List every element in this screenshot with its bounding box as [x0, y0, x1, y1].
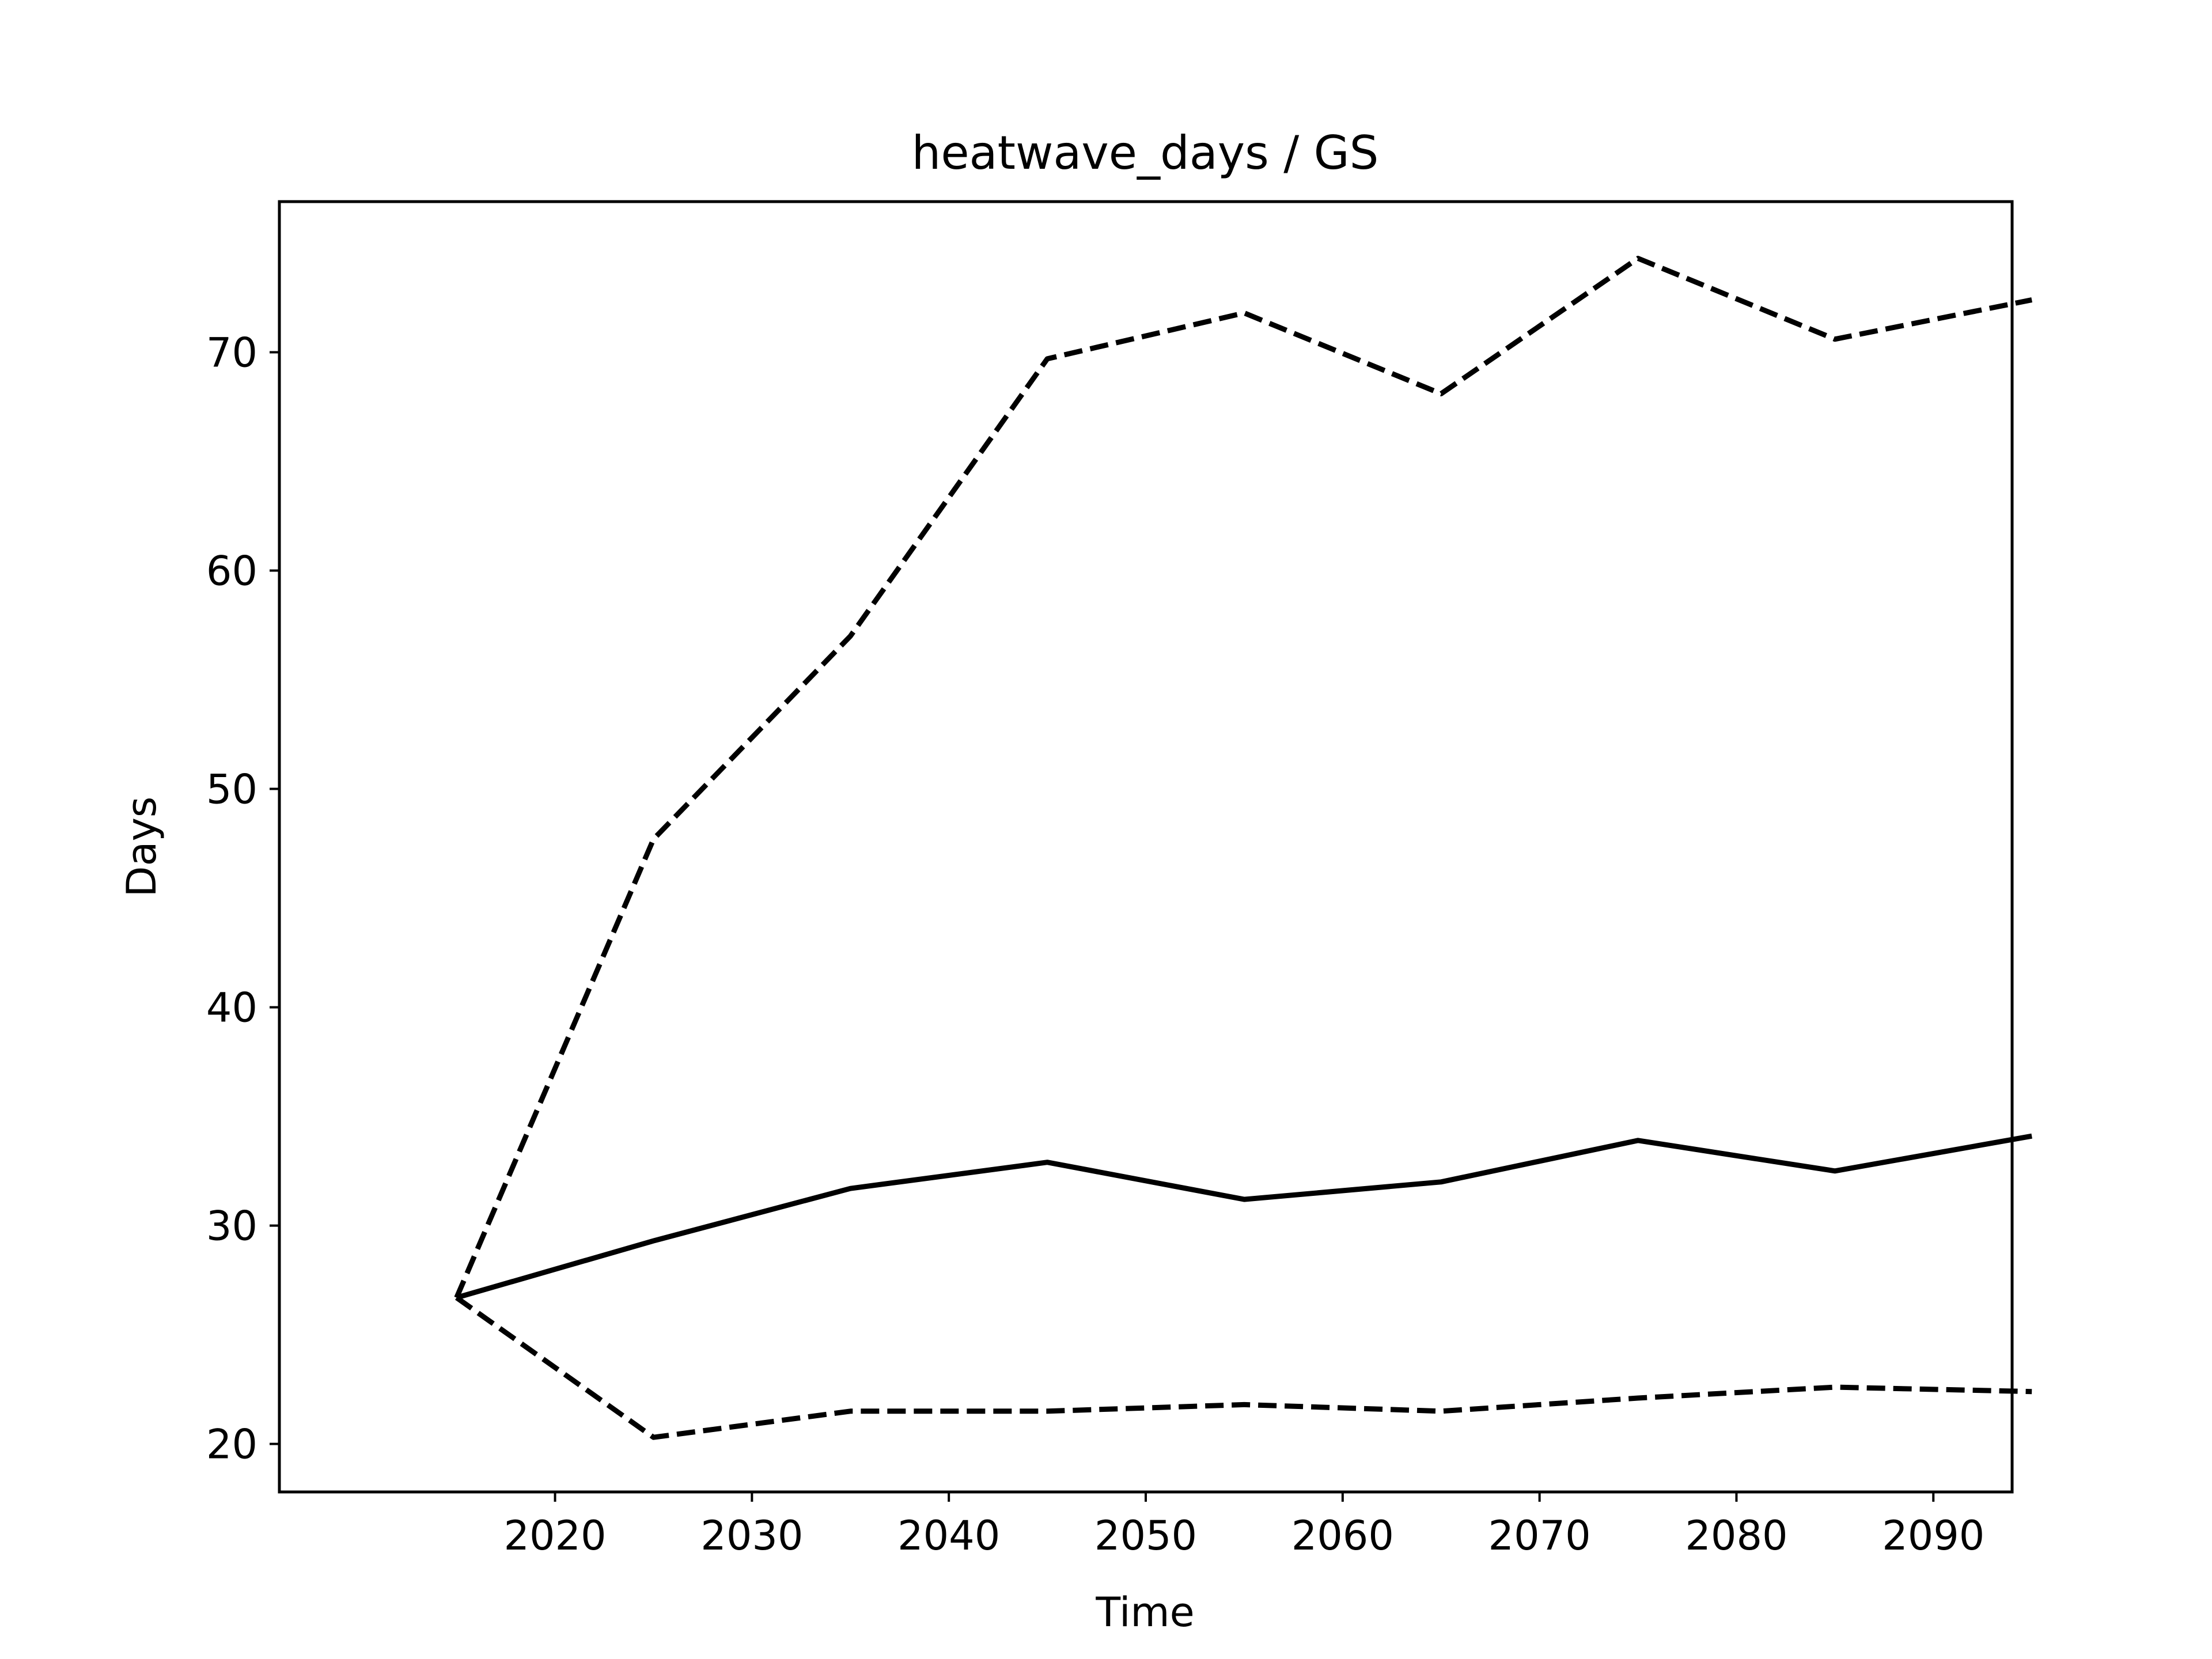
x-tick-label: 2050 [1094, 1512, 1197, 1559]
x-axis: 2020 2030 2040 2050 2060 2070 2080 2090 [503, 1492, 1984, 1559]
y-tick-label: 30 [206, 1203, 257, 1250]
x-tick-label: 2030 [700, 1512, 803, 1559]
x-tick-label: 2020 [503, 1512, 606, 1559]
y-tick-label: 60 [206, 548, 257, 595]
series-line-1 [456, 1133, 2032, 1301]
x-tick-label: 2090 [1882, 1512, 1984, 1559]
y-axis: 20 30 40 50 60 70 [206, 329, 279, 1468]
x-tick-label: 2040 [897, 1512, 1000, 1559]
x-tick-label: 2070 [1488, 1512, 1591, 1559]
y-axis-label: Days [118, 797, 165, 897]
plot-lines [454, 256, 2033, 1440]
y-tick-label: 20 [206, 1421, 257, 1468]
x-tick-label: 2060 [1291, 1512, 1394, 1559]
x-axis-label: Time [1095, 1589, 1194, 1636]
y-tick-label: 40 [206, 984, 257, 1032]
y-tick-label: 50 [206, 766, 257, 813]
chart-title: heatwave_days / GS [912, 126, 1379, 180]
series-line-3 [454, 1296, 2032, 1440]
y-tick-label: 70 [206, 329, 257, 377]
x-tick-label: 2080 [1685, 1512, 1787, 1559]
series-line-2 [454, 256, 2033, 1299]
